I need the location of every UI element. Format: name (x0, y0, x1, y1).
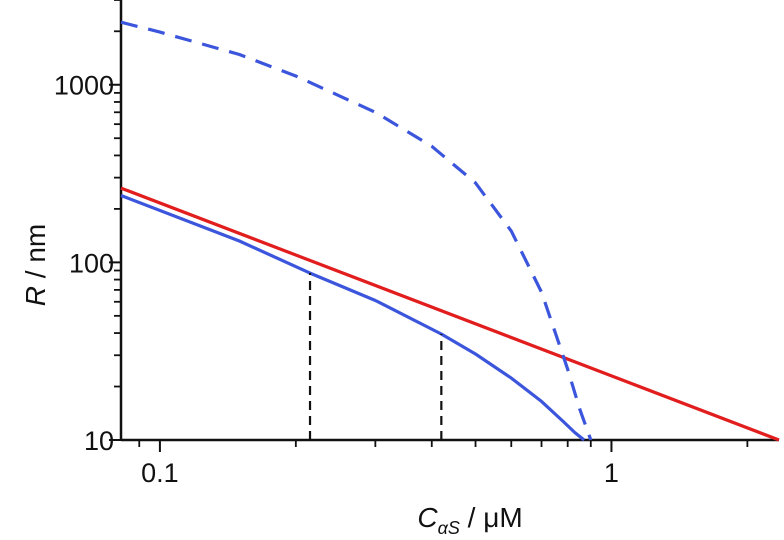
ticks: 0.1 1 10 100 1000 (54, 0, 749, 488)
x-tick-label: 1 (604, 458, 619, 488)
red-solid-line (120, 186, 780, 442)
x-axis-var: C (417, 502, 438, 533)
y-tick-label: 1000 (54, 71, 114, 101)
y-tick-label: 100 (69, 248, 114, 278)
x-tick-label: 0.1 (141, 458, 179, 488)
y-axis-unit: / nm (20, 224, 51, 286)
x-axis-subscript: αS (438, 518, 460, 538)
series-layer (120, 20, 780, 442)
x-axis-unit: / μM (460, 502, 523, 533)
y-tick-label: 10 (84, 426, 114, 456)
y-axis-var: R (20, 286, 51, 306)
x-axis-title: CαS / μM (417, 502, 522, 538)
reference-lines (308, 273, 443, 440)
blue-solid-line (120, 194, 586, 442)
y-axis-title: R / nm (20, 224, 51, 306)
blue-dashed-line (120, 20, 593, 441)
axes (119, 0, 779, 442)
